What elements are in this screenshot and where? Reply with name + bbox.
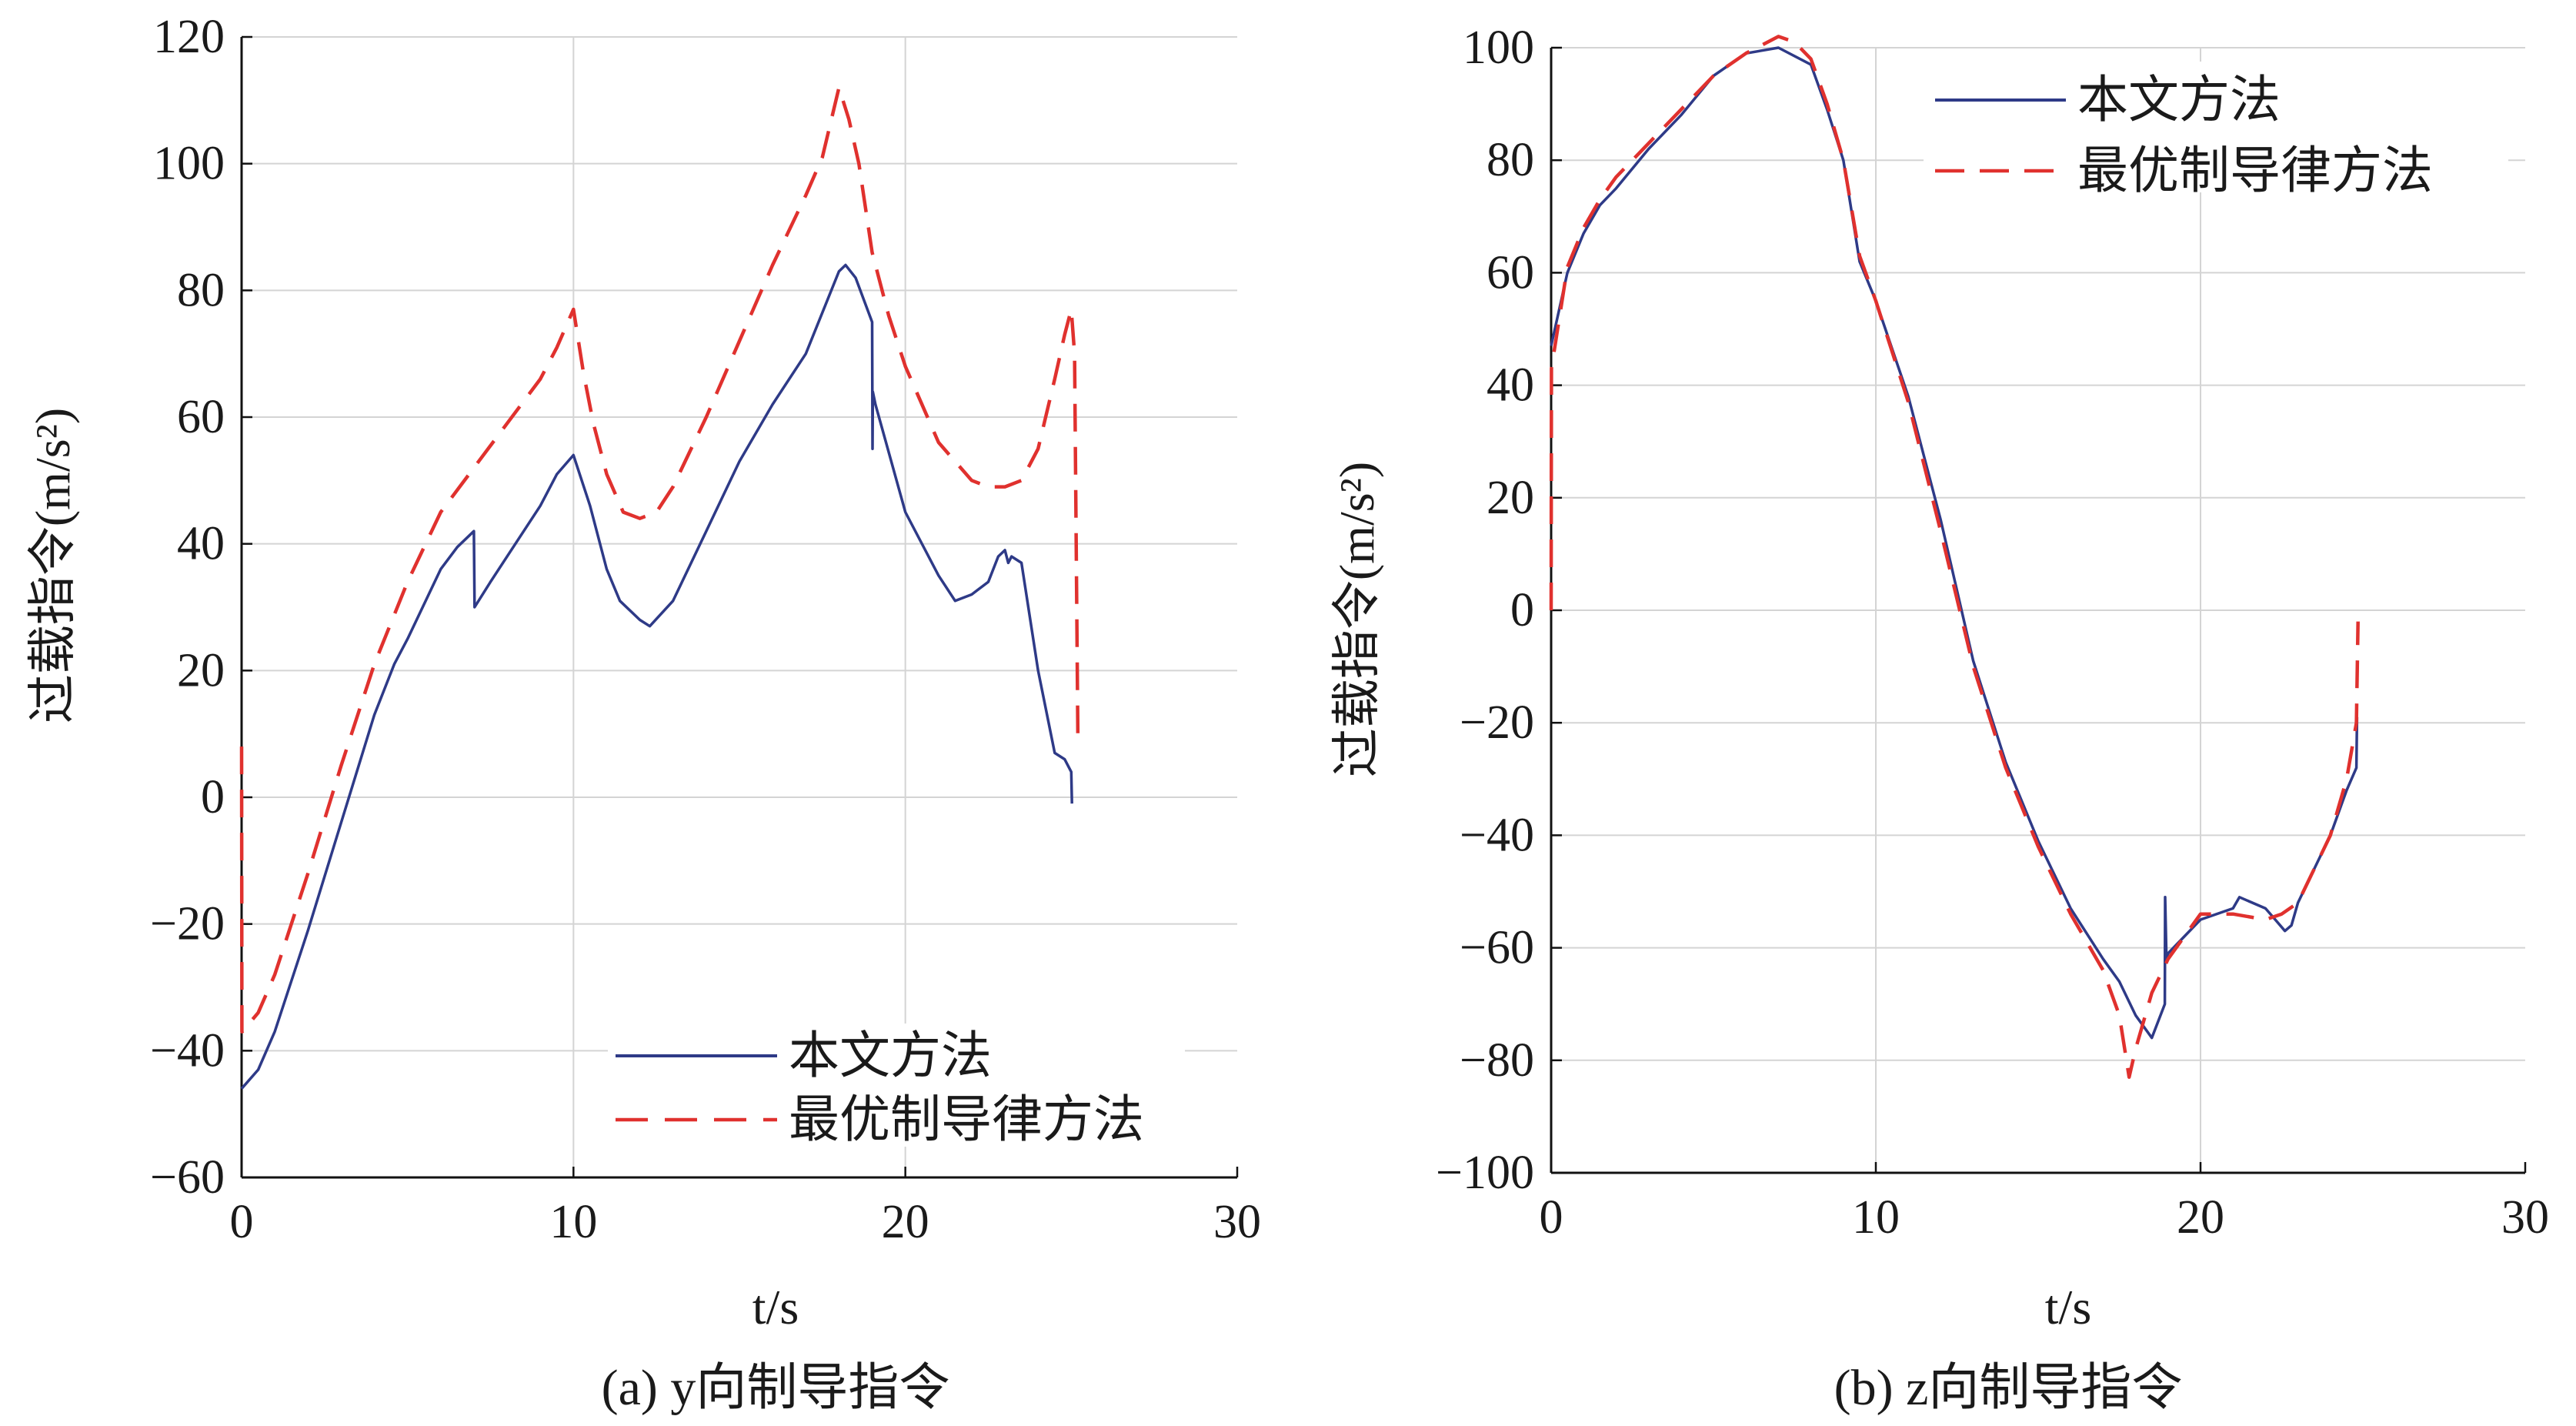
y-tick-label: −40: [1460, 809, 1534, 861]
caption-a: (a) y向制导指令: [602, 1360, 950, 1416]
series-a: [239, 85, 1080, 1090]
y-axis-label-b: 过载指令(m/s²): [1330, 462, 1384, 777]
grid-b: [1551, 47, 2525, 1173]
x-tick-label: 10: [549, 1196, 597, 1248]
y-tick-label: 120: [153, 11, 225, 63]
y-tick-label: −60: [1460, 922, 1534, 974]
y-tick-label: 20: [177, 644, 225, 696]
legend-a-label-1: 最优制导律方法: [789, 1092, 1144, 1148]
y-tick-label: −60: [150, 1151, 225, 1204]
grid-a: [242, 36, 1237, 1177]
y-tick-label: −20: [1460, 696, 1534, 749]
series-line-1: [1549, 35, 2360, 1079]
y-tick-label: 60: [1487, 246, 1534, 299]
tick-labels-b: −100 −80 −60 −40 −20 0 20 40 60 80 100 0 10 20 30: [1436, 22, 2549, 1244]
y-tick-label: −20: [150, 898, 225, 950]
legend-a-mask: [608, 1024, 1185, 1147]
x-tick-label: 0: [1540, 1191, 1563, 1244]
x-axis-label-a: t/s: [752, 1280, 799, 1334]
chart-panel-a: −60 −40 −20 0 20 40 60 80 100 120 0 10 20 30 本文方法 最优制…: [25, 11, 1261, 1416]
chart-panel-b: −100 −80 −60 −40 −20 0 20 40 60 80 100 0 10 20 30 本文方法…: [1330, 22, 2549, 1416]
y-tick-label: −100: [1436, 1147, 1534, 1199]
x-tick-label: 20: [2177, 1191, 2224, 1244]
legend-b-label-0: 本文方法: [2077, 72, 2281, 129]
y-tick-label: 100: [153, 138, 225, 190]
y-axis-label-a: 过载指令(m/s²): [25, 408, 80, 723]
x-tick-label: 10: [1852, 1191, 1900, 1244]
axes-a: [240, 35, 1239, 1179]
legend-a-label-0: 本文方法: [789, 1028, 992, 1084]
series-line-1: [239, 85, 1080, 1034]
x-tick-label: 30: [1213, 1196, 1261, 1248]
x-tick-label: 20: [882, 1196, 929, 1248]
tick-labels-a: −60 −40 −20 0 20 40 60 80 100 120 0 10 20 30: [150, 11, 1261, 1248]
y-tick-label: −80: [1460, 1034, 1534, 1087]
y-tick-label: 100: [1463, 22, 1534, 74]
y-tick-label: 80: [177, 264, 225, 316]
series-line-0: [240, 263, 1073, 1090]
legend-a: 本文方法 最优制导律方法: [608, 1024, 1185, 1148]
y-tick-label: 40: [177, 518, 225, 570]
y-tick-label: 80: [1487, 134, 1534, 186]
y-tick-label: −40: [150, 1024, 225, 1077]
x-tick-label: 0: [230, 1196, 254, 1248]
caption-b: (b) z向制导指令: [1834, 1360, 2183, 1416]
y-tick-label: 0: [1510, 584, 1534, 636]
legend-b-label-1: 最优制导律方法: [2077, 143, 2433, 199]
series-b: [1549, 35, 2360, 1079]
y-tick-label: 20: [1487, 472, 1534, 524]
legend-b-mask: [1924, 62, 2508, 192]
y-tick-label: 0: [201, 771, 225, 823]
y-tick-label: 40: [1487, 359, 1534, 412]
x-tick-label: 30: [2501, 1191, 2549, 1244]
legend-b: 本文方法 最优制导律方法: [1924, 62, 2508, 199]
y-tick-label: 60: [177, 391, 225, 443]
x-axis-label-b: t/s: [2045, 1280, 2091, 1334]
